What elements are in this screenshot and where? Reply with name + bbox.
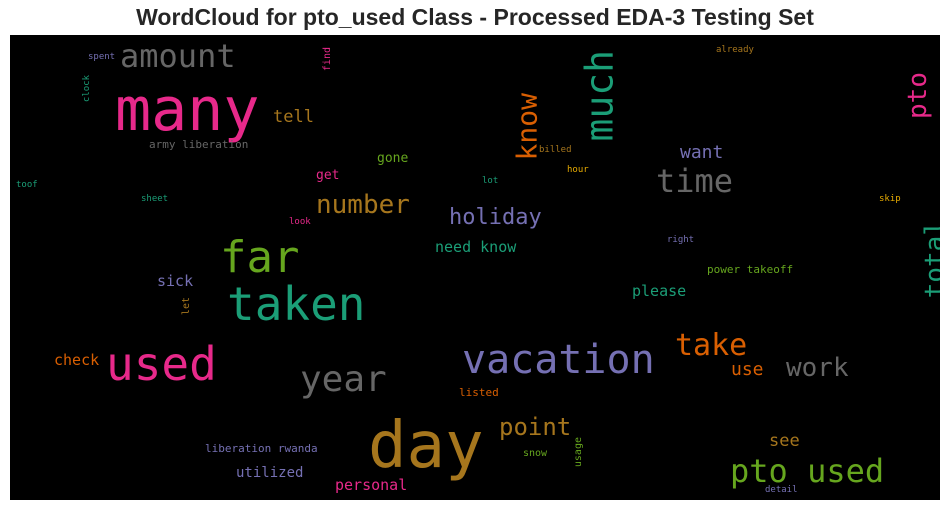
word-pto-used: pto used: [730, 452, 884, 490]
word-spent: spent: [88, 52, 115, 62]
wordcloud-canvas: many day used taken far vacation much year amoun…: [10, 35, 940, 500]
word-already: already: [716, 45, 755, 55]
word-sheet: sheet: [141, 194, 168, 204]
word-clock: clock: [82, 74, 92, 102]
word-much: much: [577, 50, 621, 142]
word-pto: pto: [903, 72, 933, 119]
word-total: total: [920, 220, 940, 298]
word-vacation: vacation: [462, 337, 655, 383]
word-gone: gone: [377, 151, 408, 166]
word-amount: amount: [120, 37, 236, 75]
word-check: check: [54, 351, 99, 369]
word-please: please: [632, 282, 686, 300]
word-snow: snow: [523, 448, 548, 459]
word-hour: hour: [567, 165, 589, 175]
word-taken: taken: [227, 277, 365, 331]
word-time: time: [656, 162, 733, 200]
word-find: find: [322, 47, 333, 71]
word-detail: detail: [765, 485, 798, 495]
word-billed: billed: [539, 145, 572, 155]
word-look: look: [289, 217, 311, 227]
word-use: use: [731, 359, 764, 380]
word-right: right: [667, 235, 694, 245]
word-skip: skip: [879, 194, 901, 204]
word-get: get: [316, 168, 339, 183]
chart-title: WordCloud for pto_used Class - Processed…: [136, 4, 814, 30]
word-take: take: [675, 328, 747, 363]
word-lot: lot: [482, 176, 498, 186]
word-listed: listed: [459, 386, 499, 399]
word-sick: sick: [157, 272, 193, 290]
word-know: know: [510, 93, 543, 161]
word-liberation-rwanda: liberation rwanda: [205, 442, 318, 455]
word-need-know: need know: [435, 238, 517, 256]
word-point: point: [499, 413, 571, 441]
word-power-takeoff: power takeoff: [707, 263, 793, 276]
word-holiday: holiday: [449, 205, 542, 230]
word-work: work: [786, 353, 849, 383]
word-year: year: [300, 359, 387, 400]
word-personal: personal: [335, 476, 407, 494]
word-toof: toof: [16, 180, 38, 190]
word-utilized: utilized: [236, 465, 303, 481]
word-army-liberation: army liberation: [149, 138, 248, 151]
word-want: want: [680, 142, 723, 163]
word-far: far: [220, 232, 299, 283]
word-number: number: [316, 190, 410, 220]
word-used: used: [106, 337, 217, 391]
word-usage: usage: [573, 437, 584, 467]
word-let: let: [181, 297, 192, 315]
word-see: see: [769, 431, 800, 451]
word-day: day: [368, 409, 484, 483]
word-tell: tell: [273, 107, 314, 127]
word-many: many: [115, 75, 260, 145]
